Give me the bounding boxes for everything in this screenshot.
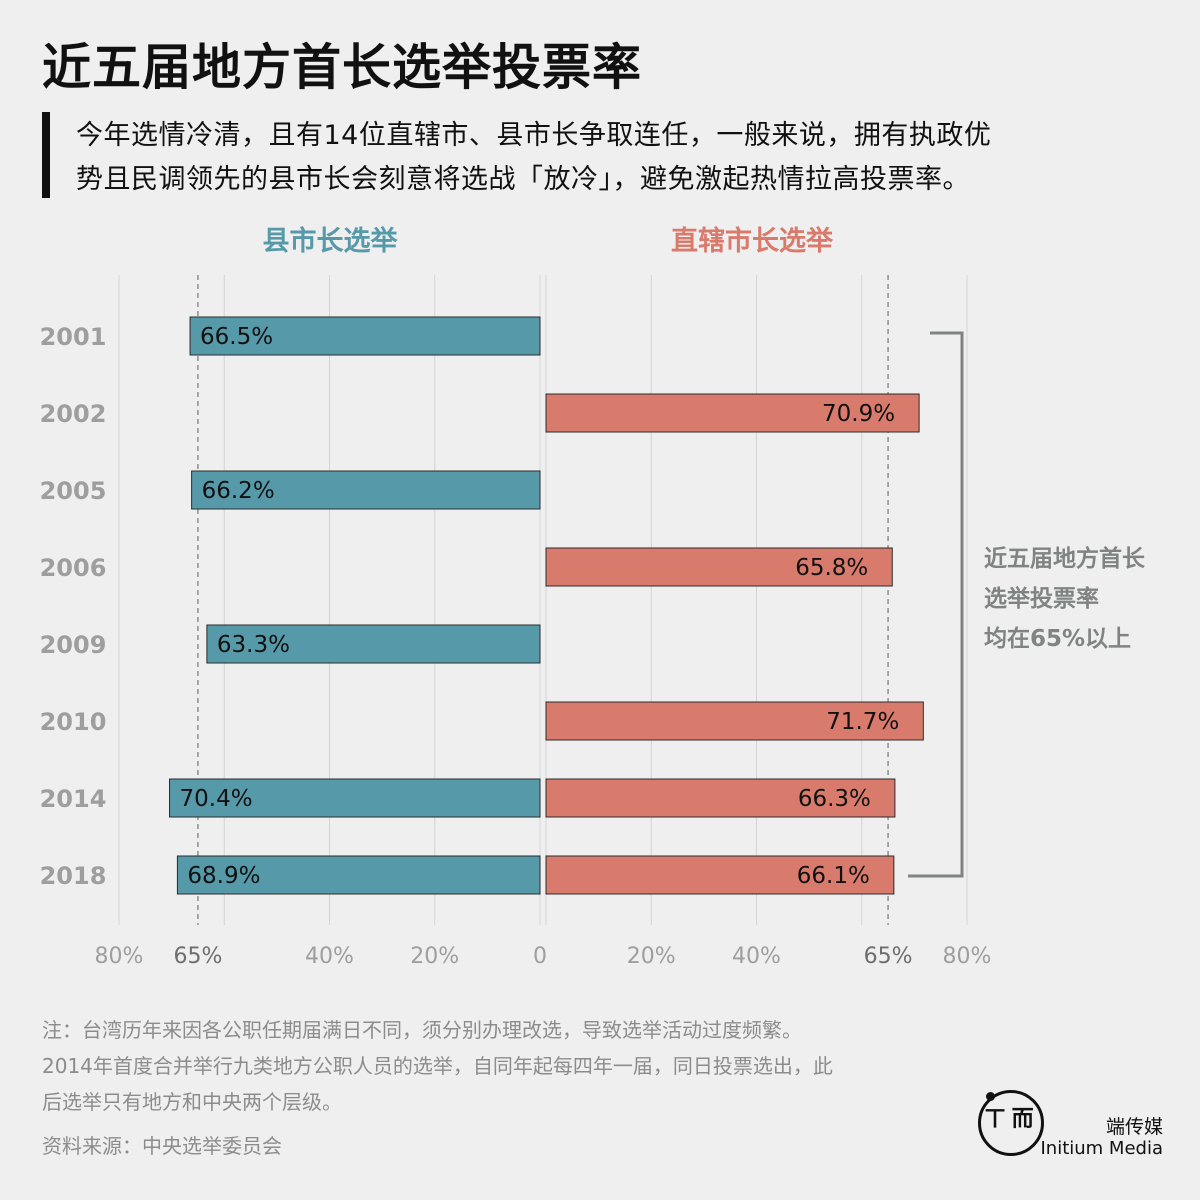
- municipal-value-label: 71.7%: [826, 709, 899, 735]
- county-bar: [206, 624, 541, 664]
- county-value-label: 63.3%: [217, 632, 290, 658]
- logo-dot: [986, 1092, 995, 1101]
- data-source: 资料来源：中央选举委员会: [42, 1134, 282, 1158]
- lead-line: 势且民调领先的县市长会刻意将选战「放冷」，避免激起热情拉高投票率。: [76, 164, 970, 195]
- x-tick-label: 20%: [410, 944, 459, 969]
- series-header-county: 县市长选举: [263, 225, 399, 257]
- series-header-municipal: 直辖市长选举: [671, 225, 834, 257]
- county-bar: [169, 778, 541, 818]
- municipal-bar: [545, 393, 920, 433]
- county-value-label: 66.2%: [202, 478, 275, 504]
- year-label: 2002: [40, 400, 107, 428]
- municipal-bar: [545, 701, 924, 741]
- municipal-bar: [545, 855, 895, 895]
- footnote-line: 2014年首度合并举行九类地方公职人员的选举，自同年起每四年一届，同日投票选出，…: [42, 1054, 833, 1078]
- year-label: 2014: [40, 785, 107, 813]
- county-bar: [191, 470, 541, 510]
- municipal-bar: [545, 547, 893, 587]
- x-tick-label: 80%: [943, 944, 992, 969]
- municipal-value-label: 70.9%: [822, 401, 895, 427]
- county-value-label: 66.5%: [200, 324, 273, 350]
- lead-accent-bar: [42, 112, 50, 198]
- lead-paragraph: 今年选情冷清，且有14位直辖市、县市长争取连任，一般来说，拥有执政优 势且民调领…: [76, 114, 1156, 202]
- lead-line: 今年选情冷清，且有14位直辖市、县市长争取连任，一般来说，拥有执政优: [76, 120, 992, 151]
- x-tick-label: 80%: [95, 944, 144, 969]
- brand-name-en: Initium Media: [1040, 1138, 1163, 1159]
- year-label: 2009: [40, 631, 107, 659]
- footnote-line: 注：台湾历年来因各公职任期届满日不同，须分别办理改选，导致选举活动过度频繁。: [42, 1018, 802, 1042]
- x-tick-label: 65%: [173, 944, 222, 969]
- county-value-label: 68.9%: [187, 863, 260, 889]
- county-bar: [176, 855, 541, 895]
- logo-glyph: ㄒ 而: [984, 1107, 1034, 1132]
- x-tick-label: 0: [533, 944, 547, 969]
- year-label: 2006: [40, 554, 107, 582]
- annotation-text: 近五届地方首长: [984, 545, 1146, 572]
- annotation-text: 选举投票率: [984, 585, 1099, 612]
- turnout-chart: 县市长选举 直辖市长选举 2001 66.5% 2002 70.9% 2005 66.2% 20…: [40, 225, 1146, 969]
- x-tick-label: 65%: [864, 944, 913, 969]
- annotation-bracket: [908, 331, 964, 878]
- x-tick-label: 40%: [305, 944, 354, 969]
- year-label: 2001: [40, 323, 107, 351]
- municipal-value-label: 66.1%: [797, 863, 870, 889]
- page-title: 近五届地方首长选举投票率: [42, 39, 643, 96]
- municipal-bar: [545, 778, 896, 818]
- year-label: 2018: [40, 862, 107, 890]
- x-tick-label: 20%: [627, 944, 676, 969]
- county-value-label: 70.4%: [180, 786, 253, 812]
- year-label: 2005: [40, 477, 107, 505]
- annotation-text: 均在65%以上: [984, 625, 1131, 652]
- initium-logo-icon: [978, 1090, 1044, 1156]
- county-bar: [189, 316, 541, 356]
- footnote: 注：台湾历年来因各公职任期届满日不同，须分别办理改选，导致选举活动过度频繁。 2…: [42, 1012, 1002, 1120]
- municipal-value-label: 65.8%: [795, 555, 868, 581]
- x-tick-label: 40%: [732, 944, 781, 969]
- footnote-line: 后选举只有地方和中央两个层级。: [42, 1090, 342, 1114]
- municipal-value-label: 66.3%: [798, 786, 871, 812]
- year-label: 2010: [40, 708, 107, 736]
- brand-name-cn: 端传媒: [1105, 1116, 1163, 1138]
